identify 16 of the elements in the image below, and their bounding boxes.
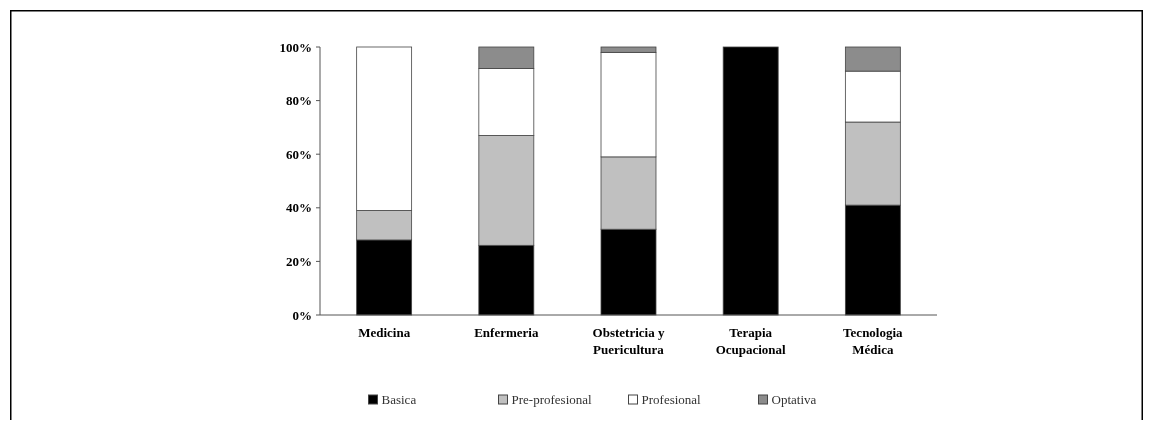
x-tick-label: Tecnologia Médica [843,325,904,357]
y-tick-label: 20% [286,253,312,269]
x-tick-label: Enfermeria [474,325,539,340]
legend-label: Optativa [771,391,817,407]
legend-label: Profesional [641,391,702,407]
y-tick-label: 100% [279,39,312,55]
y-tick-label: 80% [286,93,312,109]
y-tick-label: 0% [292,307,312,323]
y-tick-label: 60% [286,146,312,162]
x-tick-label: Obstetricia y Puericultura [592,325,665,357]
x-tick-label: Terapia Ocupacional [715,325,787,357]
x-tick-label: Medicina [358,325,411,340]
bar [722,46,779,316]
legend-label: Pre-profesional [511,391,593,407]
legend-label: Basica [381,391,417,407]
y-tick-label: 40% [286,200,312,216]
